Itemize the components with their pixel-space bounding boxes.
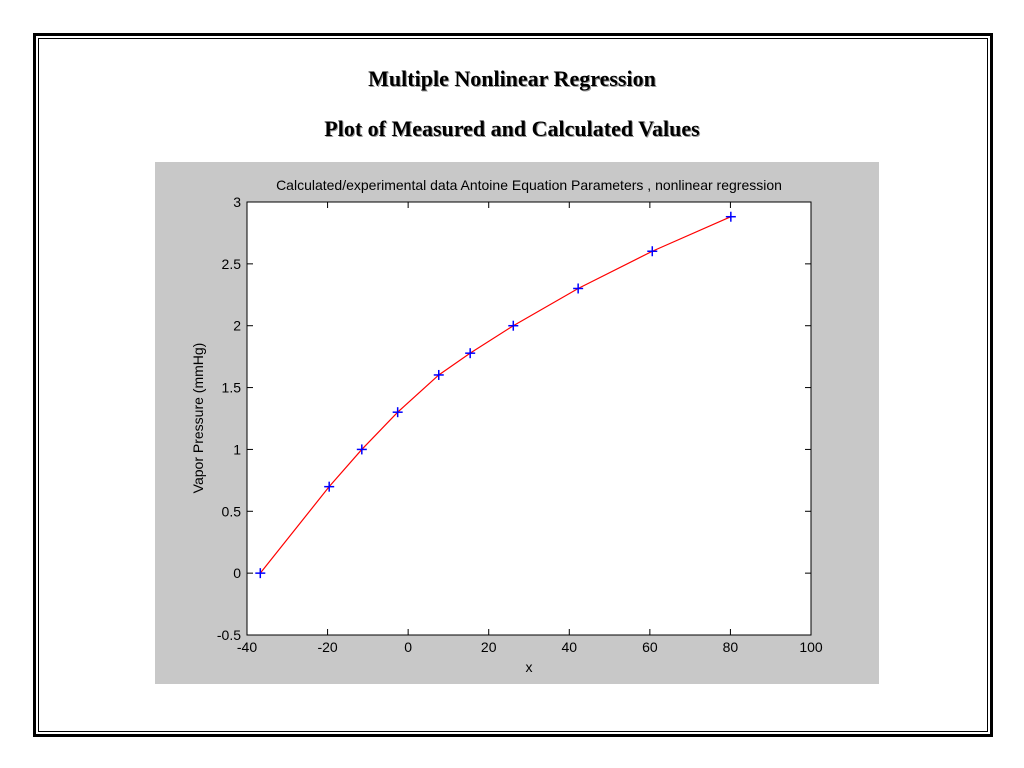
- slide-subtitle: Plot of Measured and Calculated Values: [324, 116, 700, 141]
- data-point-marker: [255, 568, 266, 579]
- x-tick-label: 60: [642, 639, 658, 655]
- x-axis-label: x: [526, 659, 533, 675]
- chart-svg: Calculated/experimental data Antoine Equ…: [190, 177, 823, 675]
- data-point-marker: [573, 283, 584, 294]
- y-tick-label: 2: [233, 318, 241, 334]
- series-layer: [255, 211, 736, 579]
- data-point-marker: [433, 369, 444, 380]
- data-point-marker: [356, 444, 367, 455]
- data-point-marker: [392, 407, 403, 418]
- y-axis-label: Vapor Pressure (mmHg): [190, 343, 206, 494]
- x-tick-label: 40: [561, 639, 577, 655]
- plot-area: [246, 201, 812, 636]
- y-tick-label: 0: [233, 565, 241, 581]
- chart-title: Calculated/experimental data Antoine Equ…: [276, 177, 782, 193]
- slide-frame-inner: [38, 38, 988, 732]
- x-tick-label: -20: [317, 639, 337, 655]
- y-tick-label: -0.5: [217, 627, 241, 643]
- x-tick-label: 20: [481, 639, 497, 655]
- y-tick-label: 2.5: [222, 256, 242, 272]
- y-tick-label: 0.5: [222, 503, 242, 519]
- y-tick-label: 1.5: [222, 380, 242, 396]
- slide-title: Multiple Nonlinear Regression: [368, 66, 656, 91]
- data-point-marker: [647, 246, 658, 257]
- x-tick-label: 0: [404, 639, 412, 655]
- data-point-marker: [508, 320, 519, 331]
- slide-frame-outer: [33, 33, 993, 737]
- x-tick-label: 80: [723, 639, 739, 655]
- axis-ticks: -40 -20 0 20 40 60 80 100 -0.5 0 0.5 1 1.5 2 2.5 3: [217, 194, 823, 655]
- data-point-marker: [324, 481, 335, 492]
- data-point-marker: [465, 348, 476, 359]
- data-point-marker: [725, 211, 736, 222]
- x-tick-label: 100: [799, 639, 823, 655]
- y-tick-label: 3: [233, 194, 241, 210]
- y-tick-label: 1: [233, 441, 241, 457]
- x-tick-label: -40: [237, 639, 257, 655]
- fit-line: [259, 216, 732, 574]
- chart-figure: Calculated/experimental data Antoine Equ…: [155, 162, 879, 684]
